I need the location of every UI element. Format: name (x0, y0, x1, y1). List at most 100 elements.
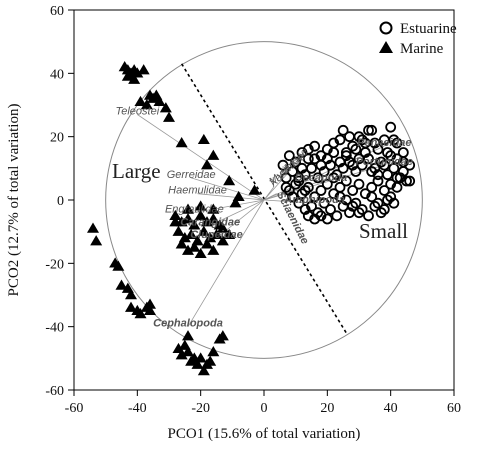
estuarine-point (401, 175, 412, 187)
estuarine-point (340, 150, 352, 162)
y-tick-label: 20 (50, 131, 64, 146)
estuarine-point (397, 166, 409, 177)
y-tick-label: -60 (45, 384, 64, 399)
marine-point (223, 228, 236, 240)
marine-point (197, 365, 210, 376)
marine-point (248, 184, 261, 195)
marine-point (201, 216, 213, 227)
estuarine-point (328, 172, 340, 184)
estuarine-point (366, 124, 378, 136)
vector-line (191, 177, 265, 201)
marine-point (163, 111, 175, 122)
marine-point (87, 222, 99, 233)
marine-point (201, 159, 213, 170)
estuarine-point (287, 166, 298, 177)
estuarine-point (293, 172, 305, 184)
estuarine-point (391, 153, 403, 165)
estuarine-point (382, 147, 393, 158)
y-axis-title: PCO2 (12.7% of total variation) (6, 104, 22, 297)
marine-point (169, 209, 182, 221)
x-tick-label: 60 (447, 401, 461, 416)
estuarine-point (363, 124, 374, 136)
estuarine-point (378, 159, 390, 171)
x-tick-label: 0 (261, 401, 268, 416)
estuarine-point (296, 188, 308, 200)
estuarine-point (340, 147, 352, 158)
marine-point (185, 228, 198, 240)
vector-line (263, 199, 315, 204)
estuarine-point (350, 143, 362, 155)
estuarine-point (293, 197, 305, 209)
estuarine-point (369, 137, 381, 149)
marine-point (172, 225, 185, 236)
estuarine-point (397, 147, 409, 158)
marine-point (182, 213, 194, 224)
marine-point (207, 213, 220, 224)
marine-point (188, 219, 201, 230)
estuarine-point (302, 181, 314, 193)
estuarine-point (347, 185, 359, 196)
data-points (87, 61, 416, 376)
marine-point (197, 225, 210, 236)
estuarine-point (290, 178, 302, 190)
estuarine-point (388, 197, 400, 209)
estuarine-point (290, 156, 302, 168)
estuarine-point (404, 175, 416, 187)
axis-ticks: -60 -40 -20 0 20 40 60 -60 -40 -20 0 20 40 60 (45, 4, 461, 416)
vector-label: Carangidae (180, 216, 240, 228)
marine-point (137, 64, 150, 75)
estuarine-point (385, 191, 397, 203)
estuarine-point (356, 204, 368, 215)
estuarine-point (394, 172, 406, 184)
estuarine-point (328, 188, 340, 200)
estuarine-point (315, 210, 327, 222)
estuarine-point (331, 169, 343, 181)
legend-label-estuarine: Estuarine (400, 21, 457, 37)
estuarine-point (287, 191, 298, 203)
estuarine-point (309, 140, 321, 152)
estuarine-point (359, 188, 371, 200)
estuarine-point (353, 207, 365, 219)
x-tick-label: -40 (128, 401, 147, 416)
estuarine-point (372, 143, 384, 155)
marine-point (194, 200, 207, 211)
estuarine-point (312, 172, 324, 184)
marine-point (197, 133, 210, 145)
estuarine-point (359, 147, 371, 158)
marine-point (115, 279, 128, 290)
estuarine-point (299, 169, 311, 181)
marine-point (169, 216, 182, 227)
y-tick-label: -40 (45, 321, 64, 336)
estuarine-point (328, 147, 340, 158)
vector-label: Engraulidae (165, 204, 224, 216)
estuarine-point (391, 137, 403, 149)
marine-point (204, 355, 217, 366)
estuarine-point (347, 200, 359, 212)
estuarine-point (299, 204, 311, 215)
vector-line (194, 199, 265, 214)
vector-label: Gerreidae (167, 169, 216, 181)
estuarine-point (280, 181, 292, 193)
estuarine-point (296, 147, 308, 158)
estuarine-point (277, 159, 289, 171)
group-labels: Large Small (112, 159, 408, 243)
estuarine-point (388, 134, 400, 146)
estuarine-point (321, 213, 333, 225)
marine-point (194, 209, 207, 221)
estuarine-point (378, 204, 390, 215)
y-tick-label: 0 (57, 194, 64, 209)
x-tick-label: 40 (384, 401, 398, 416)
estuarine-point (299, 185, 311, 196)
estuarine-point (353, 178, 365, 190)
estuarine-point (385, 178, 397, 190)
marine-point (216, 235, 229, 246)
estuarine-point (293, 175, 305, 187)
estuarine-point (385, 121, 397, 133)
estuarine-point (382, 194, 393, 206)
marine-point (188, 241, 201, 252)
marine-point (207, 244, 220, 255)
estuarine-point (340, 175, 352, 187)
estuarine-point (404, 159, 416, 171)
x-tick-label: -20 (191, 401, 210, 416)
